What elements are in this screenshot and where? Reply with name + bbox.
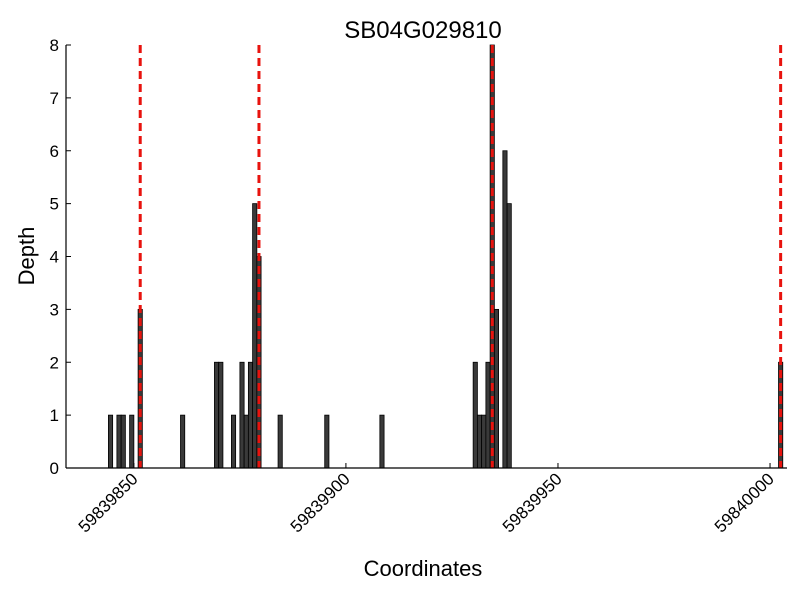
y-tick-label: 3 [50, 300, 59, 319]
y-tick-label: 2 [50, 353, 59, 372]
y-tick-label: 8 [50, 36, 59, 55]
reference-lines [138, 45, 783, 468]
bar [506, 203, 512, 469]
bar [120, 414, 126, 469]
y-ticks: 0 1 2 3 4 5 6 7 8 [50, 36, 71, 478]
x-tick-label: 59839950 [499, 469, 566, 536]
bar-series [108, 44, 784, 469]
bar [247, 361, 254, 469]
bar [493, 308, 499, 469]
x-ticks: 59839850 59839900 59839950 59840000 [75, 463, 778, 536]
bar [324, 414, 330, 469]
bar [243, 414, 249, 469]
y-tick-label: 1 [50, 406, 59, 425]
y-tick-label: 4 [50, 248, 59, 267]
bar [129, 414, 135, 469]
y-tick-label: 0 [50, 459, 59, 478]
y-tick-label: 5 [50, 195, 59, 214]
bar [252, 203, 258, 469]
bar [108, 414, 114, 469]
x-axis-title: Coordinates [364, 556, 483, 581]
x-tick-label: 59839850 [75, 469, 142, 536]
y-axis-title: Depth [14, 227, 39, 286]
bar [472, 361, 478, 469]
bar [214, 361, 220, 469]
bar [485, 361, 491, 469]
bar [231, 414, 237, 469]
chart-title: SB04G029810 [344, 17, 501, 44]
y-tick-label: 6 [50, 142, 59, 161]
bar [116, 414, 122, 469]
x-tick-label: 59840000 [711, 469, 778, 536]
bar [379, 414, 385, 469]
bar [239, 361, 245, 469]
bar [218, 361, 224, 469]
bar [277, 414, 283, 469]
bar [481, 414, 487, 469]
bar [502, 150, 508, 469]
axes [65, 45, 787, 469]
y-tick-label: 7 [50, 89, 59, 108]
bar [180, 414, 186, 469]
bar [476, 414, 483, 469]
x-tick-label: 59839900 [287, 469, 354, 536]
